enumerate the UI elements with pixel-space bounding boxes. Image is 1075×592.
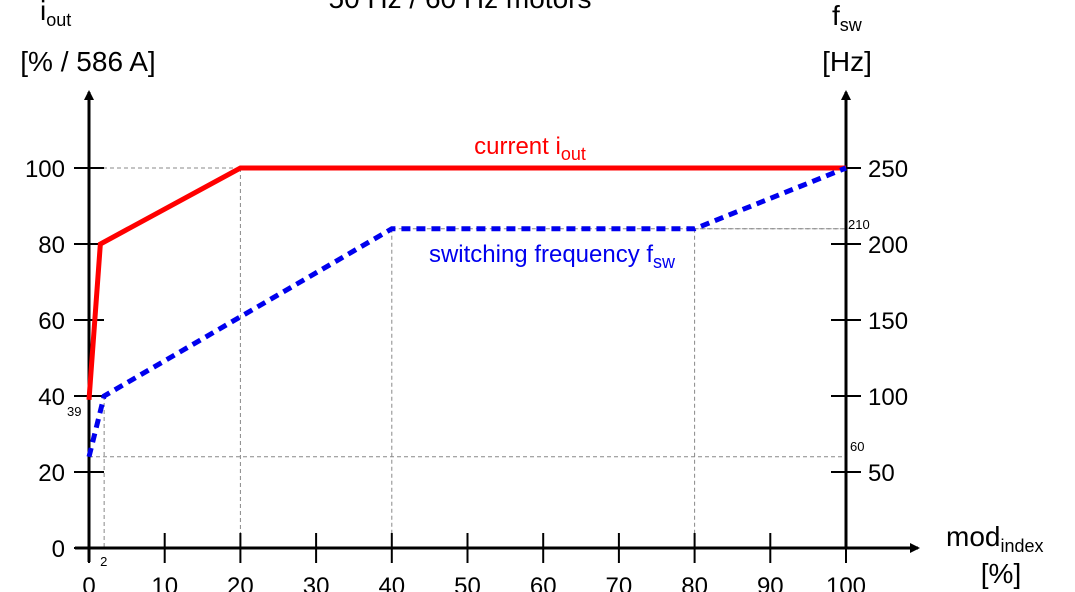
y-right-tick-label-4: 250: [868, 156, 908, 183]
y-left-tick-label-4: 80: [38, 232, 65, 259]
y-left-tick-label-3: 60: [38, 308, 65, 335]
guide-lines: [89, 167, 846, 548]
y-left-unit: [% / 586 A]: [20, 46, 155, 77]
y-right-tick-label-2: 150: [868, 308, 908, 335]
series-line-0: [86, 165, 846, 400]
annotation-1: 2: [100, 554, 107, 569]
x-tick-label-10: 100: [826, 573, 866, 592]
annotation-0: 39: [67, 404, 81, 419]
x-tick-label-4: 40: [378, 573, 405, 592]
y-left-tick-label-2: 40: [38, 384, 65, 411]
x-tick-label-0: 0: [82, 573, 95, 592]
axes: [75, 90, 920, 562]
y-left-title: iout: [40, 0, 71, 30]
ticks: 0 10 20 30 40 50 60 70 80 90 100 0 20 40 60 80 100 50 100 1…: [25, 156, 908, 592]
y-left-tick-label-1: 20: [38, 460, 65, 487]
series-line-1: [86, 165, 847, 458]
x-tick-label-6: 60: [530, 573, 557, 592]
chart-title: 50 Hz / 60 Hz motors: [329, 0, 592, 14]
annotation-3: 210: [848, 217, 870, 232]
y-right-tick-label-1: 100: [868, 384, 908, 411]
x-tick-label-9: 90: [757, 573, 784, 592]
series-group: [86, 165, 847, 458]
y-right-tick-label-0: 50: [868, 460, 895, 487]
x-axis-title: modindex: [946, 521, 1044, 556]
y-left-tick-label-0: 0: [52, 536, 65, 563]
x-tick-label-3: 30: [303, 573, 330, 592]
y-right-unit: [Hz]: [822, 46, 872, 77]
labels-group: current iout switching frequency fsw 39 2 60…: [20, 0, 1043, 589]
x-tick-label-1: 10: [151, 573, 178, 592]
x-tick-label-2: 20: [227, 573, 254, 592]
x-tick-label-5: 50: [454, 573, 481, 592]
x-tick-label-7: 70: [606, 573, 633, 592]
series-label-1: switching frequency fsw: [429, 241, 676, 272]
y-right-tick-label-3: 200: [868, 232, 908, 259]
x-axis-unit: [%]: [981, 558, 1021, 589]
series-label-0: current iout: [474, 133, 586, 164]
x-tick-label-8: 80: [681, 573, 708, 592]
y-left-tick-label-5: 100: [25, 156, 65, 183]
y-right-title: fsw: [832, 0, 863, 35]
annotation-2: 60: [850, 439, 864, 454]
